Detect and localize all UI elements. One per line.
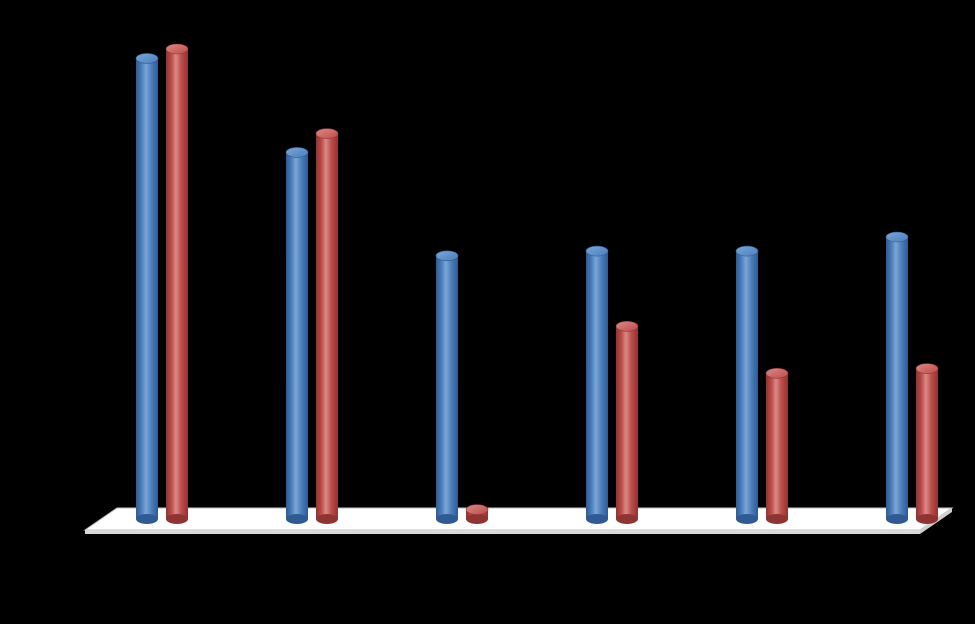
bar-series2-group5 <box>766 368 788 524</box>
chart-container <box>0 0 975 624</box>
bar-series1-group2 <box>286 147 308 524</box>
bar-series1-group6 <box>886 232 908 524</box>
bar-series2-group3 <box>466 505 488 524</box>
chart-floor-front <box>85 530 920 534</box>
bar-series1-group1 <box>136 53 158 524</box>
bar-series2-group6 <box>916 364 938 524</box>
bar-chart <box>0 0 975 624</box>
bar-series2-group1 <box>166 44 188 524</box>
bar-series1-group5 <box>736 246 758 524</box>
bar-series2-group2 <box>316 129 338 524</box>
bar-series1-group3 <box>436 251 458 524</box>
chart-floor <box>85 508 952 530</box>
bar-series2-group4 <box>616 321 638 524</box>
bar-series1-group4 <box>586 246 608 524</box>
